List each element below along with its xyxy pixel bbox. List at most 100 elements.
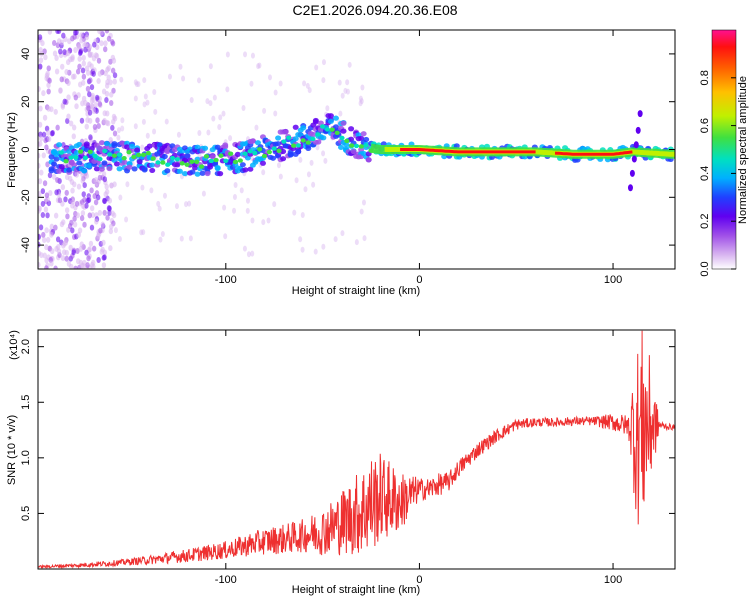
noise-blob — [266, 217, 271, 224]
noise-blob — [109, 91, 114, 98]
noise-blob — [261, 169, 266, 176]
noise-blob — [208, 100, 213, 107]
noise-blob — [89, 84, 95, 91]
noise-blob — [50, 248, 55, 255]
noise-blob — [60, 63, 65, 70]
core-blob — [116, 152, 122, 157]
band-blob — [141, 167, 148, 173]
noise-blob — [359, 98, 364, 105]
noise-blob — [64, 255, 69, 262]
noise-blob — [80, 67, 86, 74]
colorbar-tick-label: 0.8 — [699, 70, 711, 85]
core-blob — [310, 136, 316, 142]
noise-blob — [307, 87, 312, 94]
noise-blob — [300, 246, 305, 253]
noise-blob — [256, 63, 261, 70]
noise-blob — [108, 228, 114, 235]
noise-blob — [152, 88, 157, 95]
spectrogram-ytick-label: 40 — [20, 48, 32, 60]
noise-blob — [45, 161, 50, 168]
noise-blob — [250, 250, 255, 257]
noise-blob — [65, 213, 70, 220]
noise-blob — [100, 221, 105, 228]
band-blob — [348, 136, 355, 142]
noise-blob — [106, 74, 111, 81]
noise-blob — [104, 30, 110, 34]
noise-blob — [87, 109, 93, 116]
band-blob — [149, 167, 156, 174]
noise-blob — [160, 230, 165, 237]
noise-blob — [179, 235, 184, 242]
noise-blob — [96, 256, 101, 263]
noise-blob — [108, 58, 113, 65]
band-blob — [259, 160, 266, 166]
noise-blob — [118, 194, 123, 201]
band-blob — [113, 161, 120, 167]
noise-blob — [81, 263, 86, 269]
noise-blob — [102, 249, 108, 256]
noise-blob — [362, 235, 367, 242]
core-blob — [324, 127, 331, 132]
noise-blob — [87, 117, 93, 124]
band-blob — [199, 170, 206, 176]
noise-blob — [345, 79, 350, 86]
noise-blob — [81, 60, 87, 67]
spectrogram-ytick-label: -20 — [20, 189, 32, 205]
noise-blob — [139, 229, 144, 236]
noise-blob — [79, 37, 84, 44]
noise-blob — [74, 103, 79, 110]
noise-blob — [56, 38, 62, 45]
colorbar-gradient — [711, 29, 737, 270]
noise-blob — [158, 236, 163, 243]
noise-blob — [75, 68, 81, 75]
noise-blob — [54, 55, 59, 62]
noise-blob — [40, 40, 45, 47]
noise-blob — [345, 88, 350, 95]
noise-blob — [89, 187, 94, 194]
noise-blob — [136, 81, 141, 88]
noise-blob — [113, 227, 118, 234]
noise-blob — [110, 67, 116, 74]
noise-blob — [85, 85, 91, 92]
noise-blob — [142, 101, 147, 108]
core-blob — [82, 155, 89, 160]
noise-blob — [76, 183, 82, 190]
noise-blob — [71, 249, 76, 256]
noise-blob — [86, 105, 91, 112]
noise-blob — [84, 202, 89, 209]
noise-blob — [116, 127, 121, 134]
band-blob — [350, 148, 357, 155]
noise-blob — [340, 230, 345, 237]
noise-blob — [133, 95, 138, 102]
noise-blob — [188, 235, 193, 242]
noise-blob — [71, 124, 77, 131]
band-blob — [360, 131, 367, 137]
core-blob — [261, 153, 268, 159]
noise-blob — [44, 244, 49, 251]
noise-blob — [65, 59, 71, 66]
noise-blob — [80, 210, 86, 217]
noise-blob — [38, 140, 43, 147]
band-blob — [184, 153, 191, 159]
core-blob — [353, 143, 360, 149]
noise-blob — [84, 249, 89, 256]
noise-blob — [91, 70, 96, 77]
noise-blob — [102, 117, 107, 124]
noise-blob — [110, 210, 115, 217]
core-blob — [184, 162, 190, 167]
noise-blob — [315, 144, 320, 151]
core-blob — [97, 156, 103, 162]
noise-blob — [38, 152, 41, 159]
core-blob — [189, 159, 195, 164]
noise-blob — [97, 174, 103, 181]
noise-blob — [109, 99, 114, 106]
noise-blob — [125, 181, 130, 188]
noise-blob — [43, 206, 49, 213]
noise-blob — [306, 171, 311, 178]
core-blob — [73, 155, 79, 160]
noise-blob — [75, 247, 80, 254]
noise-blob — [72, 73, 77, 80]
noise-blob — [184, 201, 189, 208]
core-blob — [281, 139, 287, 144]
noise-blob — [38, 224, 44, 231]
